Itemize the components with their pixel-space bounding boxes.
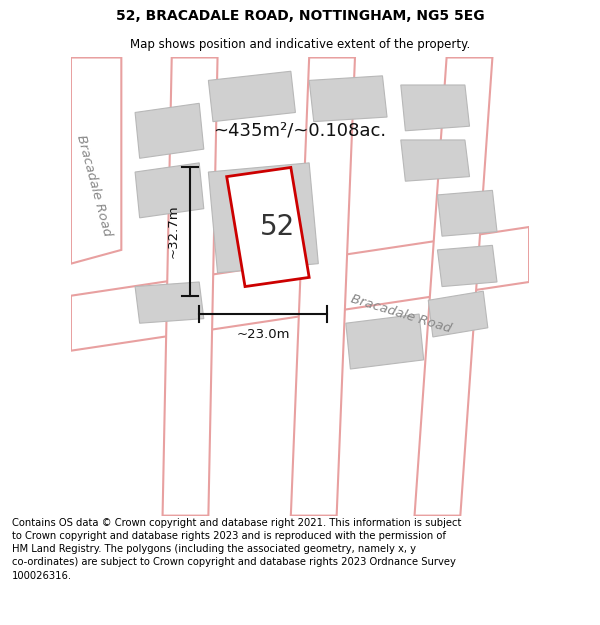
Text: Map shows position and indicative extent of the property.: Map shows position and indicative extent…	[130, 38, 470, 51]
Polygon shape	[437, 191, 497, 236]
Polygon shape	[309, 76, 387, 122]
Text: 52, BRACADALE ROAD, NOTTINGHAM, NG5 5EG: 52, BRACADALE ROAD, NOTTINGHAM, NG5 5EG	[116, 9, 484, 23]
Polygon shape	[291, 58, 355, 516]
Text: Bracadale Road: Bracadale Road	[74, 134, 113, 238]
Polygon shape	[346, 314, 424, 369]
Polygon shape	[71, 58, 121, 264]
Text: ~435m²/~0.108ac.: ~435m²/~0.108ac.	[214, 122, 386, 140]
Polygon shape	[401, 85, 470, 131]
Text: ~32.7m: ~32.7m	[166, 205, 179, 258]
Polygon shape	[135, 103, 204, 158]
Polygon shape	[227, 168, 309, 286]
Text: ~23.0m: ~23.0m	[236, 328, 290, 341]
Polygon shape	[208, 71, 295, 122]
Text: Bracadale Road: Bracadale Road	[349, 292, 452, 336]
Polygon shape	[415, 58, 493, 516]
Polygon shape	[437, 246, 497, 286]
Polygon shape	[428, 291, 488, 337]
Polygon shape	[135, 163, 204, 218]
Text: 52: 52	[259, 213, 295, 241]
Polygon shape	[135, 282, 204, 323]
Text: Contains OS data © Crown copyright and database right 2021. This information is : Contains OS data © Crown copyright and d…	[12, 518, 461, 581]
Polygon shape	[71, 227, 529, 351]
Polygon shape	[163, 58, 218, 516]
Polygon shape	[208, 163, 319, 273]
Polygon shape	[401, 140, 470, 181]
